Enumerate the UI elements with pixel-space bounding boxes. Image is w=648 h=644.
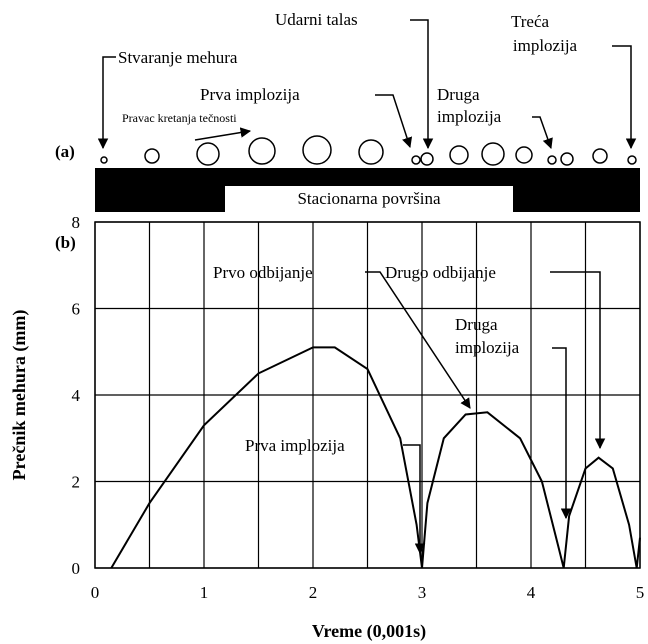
surface-label-box — [225, 186, 513, 212]
x-tick-label: 2 — [309, 583, 318, 602]
annotation-arrow — [552, 347, 572, 520]
plot-frame — [94, 221, 641, 569]
annotation: implozija — [455, 338, 520, 357]
annotation: Prva implozija — [200, 85, 300, 104]
x-axis-label: Vreme (0,001s) — [312, 621, 426, 642]
x-tick-label: 4 — [527, 583, 536, 602]
y-tick-label: 4 — [72, 386, 81, 405]
annotation: Stvaranje mehura — [118, 48, 238, 67]
surface-label: Stacionarna površina — [297, 189, 440, 208]
y-tick-label: 0 — [72, 559, 81, 578]
data-line — [110, 346, 641, 569]
x-tick-label: 5 — [636, 583, 645, 602]
x-tick-label: 3 — [418, 583, 427, 602]
y-tick-label: 6 — [72, 300, 81, 319]
y-axis-label: Prečnik mehura (mm) — [9, 310, 30, 481]
y-tick-label: 2 — [72, 473, 81, 492]
annotation: Pravac kretanja tečnosti — [122, 111, 237, 125]
annotation: implozija — [513, 36, 578, 55]
annotation-arrow — [550, 271, 606, 450]
annotation: Druga — [455, 315, 498, 334]
annotation: Treća — [511, 12, 550, 31]
panel-b: (b) Vreme (0,001s) Prečnik mehura (mm) 0… — [9, 213, 644, 642]
annotation: Prvo odbijanje — [213, 263, 313, 282]
annotation: Prva implozija — [245, 436, 345, 455]
annotation-arrow — [403, 444, 426, 555]
annotation: Udarni talas — [275, 10, 358, 29]
annotation: implozija — [437, 107, 502, 126]
y-tick-label: 8 — [72, 213, 81, 232]
annotation-arrow — [365, 271, 471, 409]
panel-label: (a) — [55, 142, 75, 161]
bubbles — [100, 135, 637, 166]
annotation: Druga — [437, 85, 480, 104]
x-tick-label: 1 — [200, 583, 209, 602]
panel-a: (a) Stacionarna površina Stvaranje mehur… — [55, 10, 640, 212]
x-tick-label: 0 — [91, 583, 100, 602]
panel-label: (b) — [55, 233, 76, 252]
annotation: Drugo odbijanje — [385, 263, 496, 282]
